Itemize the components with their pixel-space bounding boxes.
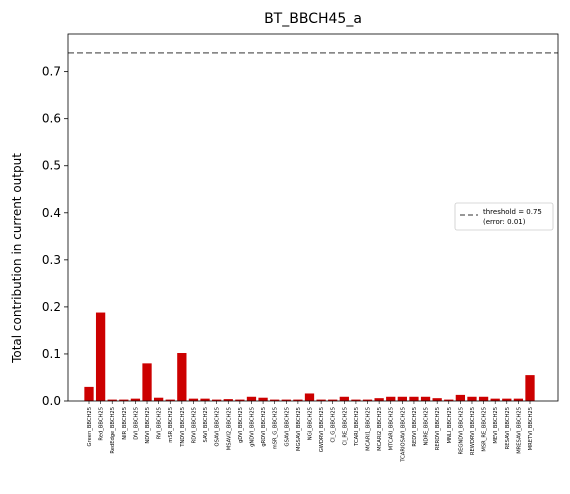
bar: [397, 396, 407, 401]
x-tick-label: CI_RE_BBCH25: [342, 407, 348, 445]
x-axis-ticks: Green_BBCH25 Red_BBCH25 RedEdge_BBCH25 NIR_…: [87, 401, 534, 463]
y-tick-label: 0.1: [42, 347, 61, 361]
bar: [502, 398, 512, 401]
plot-frame: [67, 33, 559, 402]
bar: [490, 398, 500, 401]
bar: [270, 399, 280, 401]
x-tick-label: DVI_BBCH25: [133, 407, 139, 440]
bar: [455, 394, 466, 401]
bar: [142, 363, 152, 401]
x-tick-label: NDVI_BBCH25: [145, 407, 151, 444]
x-tick-label: REDVI_BBCH25: [412, 407, 418, 447]
bar: [339, 396, 349, 401]
x-tick-label: Red_BBCH25: [99, 407, 105, 441]
y-tick-label: 0.3: [42, 253, 61, 267]
bar: [84, 386, 94, 401]
bar: [212, 399, 222, 401]
y-tick-label: 0.4: [42, 206, 61, 220]
bar: [316, 399, 326, 401]
bar: [467, 396, 477, 401]
bar: [293, 399, 303, 401]
bar: [223, 399, 233, 401]
legend: threshold = 0.75 (error: 0.01): [454, 202, 554, 231]
x-tick-label: MSAVI2_BBCH25: [226, 407, 232, 450]
x-tick-label: GWDRVI_BBCH25: [319, 407, 325, 452]
x-tick-label: MGSAVI_BBCH25: [296, 407, 302, 451]
bar: [478, 396, 489, 401]
x-tick-label: RedEdge_BBCH25: [110, 407, 116, 454]
bar: [107, 399, 117, 401]
x-tick-label: REGNDVI_BBCH25: [458, 407, 464, 455]
x-tick-label: MSR_RE_BBCH25: [482, 407, 488, 452]
legend-box: [454, 202, 554, 231]
legend-threshold-label: threshold = 0.75: [483, 208, 542, 216]
x-tick-label: RESAVI_BBCH25: [505, 407, 511, 449]
x-tick-label: GSAVI_BBCH25: [284, 407, 290, 446]
x-tick-label: MEVI_BBCH25: [493, 407, 499, 444]
x-tick-label: MNLI_BBCH25: [447, 407, 453, 444]
y-tick-label: 0.2: [42, 300, 61, 314]
bars-group: [84, 312, 535, 401]
bar: [246, 396, 257, 401]
x-tick-label: REWDRVI_BBCH25: [470, 407, 476, 455]
x-tick-label: mSR_BBCH25: [168, 407, 174, 443]
bar: [525, 375, 535, 401]
x-tick-label: MRETVI_BBCH25: [528, 407, 534, 450]
x-tick-label: gNDVI_BBCH25: [249, 407, 255, 447]
bar: [177, 353, 187, 401]
bar: [351, 399, 361, 401]
bar: [165, 399, 175, 401]
bar: [200, 398, 210, 401]
bar: [304, 393, 315, 401]
x-tick-label: gRDVI_BBCH25: [261, 407, 267, 447]
bar: [328, 399, 338, 401]
y-tick-label: 0.0: [42, 394, 61, 408]
bar: [235, 399, 245, 401]
bar: [444, 399, 454, 401]
y-tick-label: 0.6: [42, 112, 61, 126]
x-tick-label: TNDVI_BBCH25: [180, 407, 186, 448]
x-tick-label: gDVI_BBCH25: [238, 407, 244, 443]
legend-threshold-error: (error: 0.01): [483, 218, 526, 226]
x-tick-label: CI_G_BBCH25: [331, 407, 337, 443]
bar: [153, 397, 164, 401]
chart-title: BT_BBCH45_a: [264, 11, 362, 27]
bar: [386, 396, 396, 401]
bar: [119, 399, 129, 401]
x-tick-label: RERDVI_BBCH25: [435, 407, 441, 450]
bar: [130, 398, 141, 401]
x-tick-label: TCARIOSAVI_BBCH25: [400, 407, 406, 463]
bar: [281, 399, 291, 401]
x-tick-label: SAVI_BBCH25: [203, 407, 209, 442]
x-tick-label: RDVI_BBCH25: [191, 407, 197, 443]
x-tick-label: OSAVI_BBCH25: [215, 407, 221, 447]
bar: [188, 398, 199, 401]
x-tick-label: MTCARI_BBCH25: [389, 407, 395, 450]
x-tick-label: TCARI_BBCH25: [354, 407, 360, 447]
x-tick-label: Green_BBCH25: [87, 407, 93, 446]
x-tick-label: NGI_BBCH25: [308, 407, 314, 440]
bar: [420, 396, 431, 401]
x-tick-label: RVI_BBCH25: [157, 407, 163, 439]
bar: [258, 397, 268, 401]
y-axis-label: Total contribution in current output: [10, 153, 24, 364]
y-tick-label: 0.7: [42, 65, 61, 79]
bar: [432, 398, 442, 401]
bar: [409, 396, 419, 401]
bar: [513, 398, 524, 401]
x-tick-label: MCARI2_BBCH25: [377, 407, 383, 451]
y-axis-ticks: 0.0 0.1 0.2 0.3 0.4 0.5 0.6 0.7: [42, 65, 68, 408]
x-tick-label: NIR_BBCH25: [122, 407, 128, 440]
bar: [374, 398, 384, 401]
bar: [95, 312, 106, 401]
x-tick-label: MCARI1_BBCH25: [366, 407, 372, 451]
x-tick-label: NDRE_BBCH25: [424, 407, 430, 446]
x-tick-label: mSR_G_BBCH25: [273, 407, 279, 449]
bar: [362, 399, 373, 401]
y-tick-label: 0.5: [42, 159, 61, 173]
x-tick-label: MRESAVI_BBCH25: [516, 407, 522, 454]
